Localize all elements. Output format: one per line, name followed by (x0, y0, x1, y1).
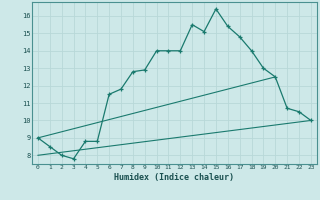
X-axis label: Humidex (Indice chaleur): Humidex (Indice chaleur) (115, 173, 234, 182)
